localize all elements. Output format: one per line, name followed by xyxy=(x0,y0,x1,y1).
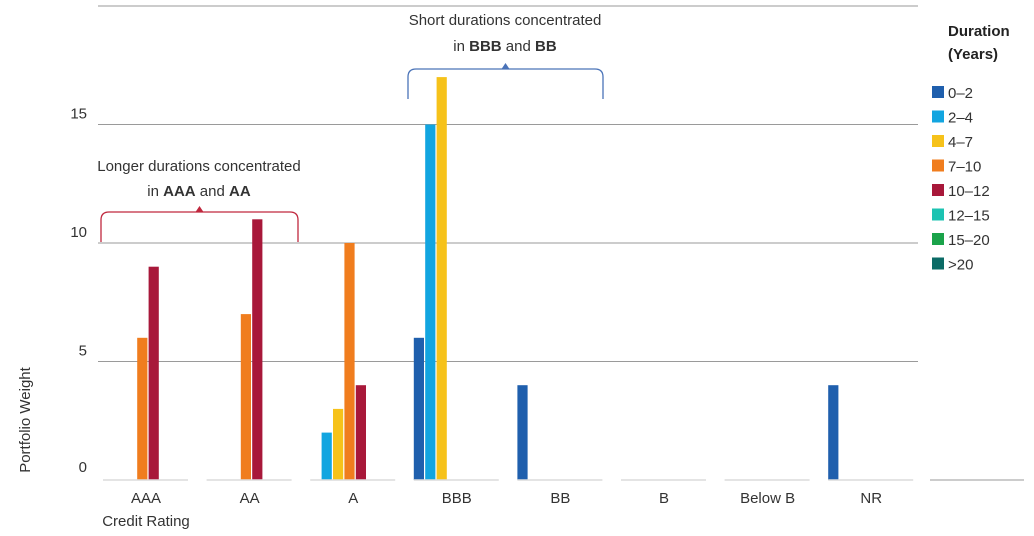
bar-a-2 xyxy=(333,408,344,480)
x-tick-label: BB xyxy=(550,490,570,507)
x-tick-label: AA xyxy=(240,490,260,507)
x-axis-label: Credit Rating xyxy=(102,513,190,530)
annotation-pointer xyxy=(195,206,204,212)
legend-label: 4–7 xyxy=(948,134,973,151)
annotation-text-line1: Short durations concentrated xyxy=(409,12,602,29)
legend-label: 15–20 xyxy=(948,232,990,249)
x-tick-label: B xyxy=(659,490,669,507)
x-tick-label: BBB xyxy=(442,490,472,507)
y-tick-label: 10 xyxy=(70,224,87,241)
annotation-bold-text: BBB xyxy=(469,38,502,55)
bar-bb-0 xyxy=(517,385,528,480)
legend-title: (Years) xyxy=(948,46,998,63)
annotation-text: in xyxy=(453,38,469,55)
annotation-text: and xyxy=(196,183,229,200)
annotation-1: Longer durations concentrated in AAA and … xyxy=(97,158,301,242)
legend-label: 0–2 xyxy=(948,85,973,102)
legend-swatch xyxy=(932,233,944,245)
legend-swatch xyxy=(932,135,944,147)
y-tick-label: 5 xyxy=(79,343,87,360)
bar-aa-4 xyxy=(252,219,263,481)
bar-nr-0 xyxy=(828,385,839,480)
legend-swatch xyxy=(932,184,944,196)
bars xyxy=(103,77,914,481)
legend: Duration (Years) 0–2 2–4 4–7 7–10 10–12 12–15 15… xyxy=(932,23,1010,274)
y-tick-label: 20% xyxy=(57,0,87,4)
y-axis-label: Portfolio Weight xyxy=(17,366,34,472)
legend-title: Duration xyxy=(948,23,1010,40)
bar-a-4 xyxy=(355,385,366,480)
annotation-text-line2: in BBB and BB xyxy=(453,38,557,55)
x-tick-label: AAA xyxy=(131,490,161,507)
legend-swatch xyxy=(932,208,944,221)
annotation-bold-text: BB xyxy=(535,38,557,55)
annotation-2: Short durations concentrated in BBB and B… xyxy=(407,12,604,99)
bar-bbb-1 xyxy=(425,124,436,480)
annotation-pointer xyxy=(501,63,510,69)
annotation-text-line1: Longer durations concentrated xyxy=(97,158,300,175)
x-tick-label: NR xyxy=(860,490,882,507)
x-tick-label: A xyxy=(348,490,358,507)
bar-a-3 xyxy=(344,243,355,480)
legend-label: 7–10 xyxy=(948,159,981,176)
bar-bbb-0 xyxy=(413,337,424,480)
annotation-bold-text: AAA xyxy=(163,183,196,200)
annotation-text: in xyxy=(147,183,163,200)
legend-swatch xyxy=(932,110,944,123)
legend-swatch xyxy=(932,257,944,270)
legend-label: 2–4 xyxy=(948,110,973,127)
annotation-bold-text: AA xyxy=(229,183,251,200)
legend-label: 10–12 xyxy=(948,183,990,200)
bar-aaa-4 xyxy=(148,266,159,480)
bar-aaa-3 xyxy=(137,337,148,480)
legend-label: >20 xyxy=(948,257,973,274)
legend-label: 12–15 xyxy=(948,208,990,225)
x-tick-label: Below B xyxy=(740,490,795,507)
annotation-bracket xyxy=(100,211,299,242)
bar-aa-3 xyxy=(240,314,251,480)
legend-swatch xyxy=(932,86,944,98)
y-tick-label: 15 xyxy=(70,106,87,123)
legend-swatch xyxy=(932,159,944,172)
annotation-text: and xyxy=(502,38,535,55)
annotation-text-line2: in AAA and AA xyxy=(147,183,251,200)
y-tick-label: 0 xyxy=(79,459,87,476)
gridlines xyxy=(98,5,918,362)
bar-a-1 xyxy=(321,432,332,480)
bar-bbb-2 xyxy=(436,77,447,480)
